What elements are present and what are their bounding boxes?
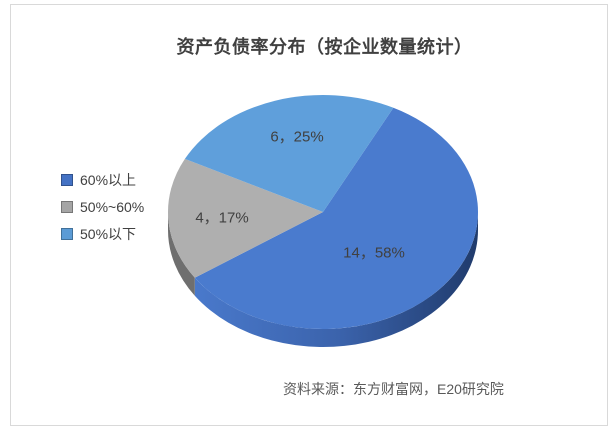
legend-item-50below: 50%以下: [61, 220, 144, 247]
legend-swatch-60plus-icon: [61, 173, 73, 186]
pie-slice-label-50below: 6，25%: [270, 128, 324, 146]
pie-slice-label-50to60: 4，17%: [195, 209, 249, 227]
source-note: 资料来源：东方财富网，E20研究院: [283, 381, 504, 397]
legend-label-50to60: 50%~60%: [80, 198, 145, 215]
chart-title: 资产负债率分布（按企业数量统计）: [176, 37, 473, 57]
pie-slice-label-60plus: 14，58%: [343, 244, 405, 262]
legend-swatch-50to60-icon: [61, 200, 73, 213]
legend-label-60plus: 60%以上: [80, 171, 137, 188]
legend: 60%以上 50%~60% 50%以下: [61, 166, 144, 247]
legend-item-60plus: 60%以上: [61, 166, 144, 193]
legend-label-50below: 50%以下: [80, 225, 137, 242]
legend-item-50to60: 50%~60%: [61, 193, 144, 220]
legend-swatch-50below-icon: [61, 227, 73, 240]
